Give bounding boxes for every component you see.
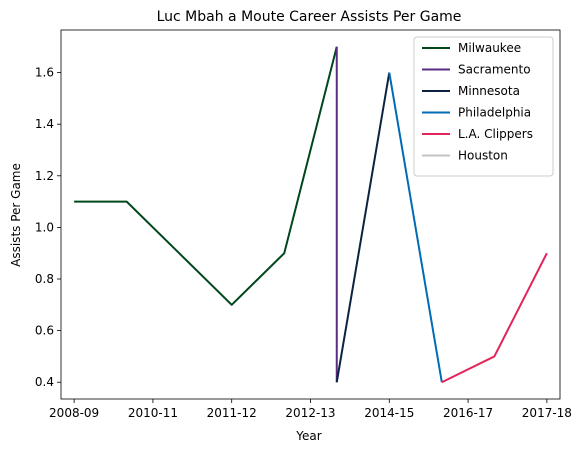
legend-label-3: Philadelphia (458, 106, 531, 120)
x-tick-label: 2016-17 (443, 406, 493, 420)
series-line-0 (74, 47, 337, 305)
y-tick-label: 0.8 (35, 272, 54, 286)
y-tick-label: 0.4 (35, 375, 54, 389)
x-tick-label: 2011-12 (207, 406, 257, 420)
y-tick-label: 1.2 (35, 169, 54, 183)
y-tick-label: 1.0 (35, 220, 54, 234)
legend: Milwaukee Sacramento Minnesota Philadelphia… (414, 37, 553, 176)
x-axis: 2008-09 2010-11 2011-12 2012-13 2014-15 2016-… (49, 399, 572, 420)
y-tick-label: 1.6 (35, 66, 54, 80)
y-tick-label: 0.6 (35, 324, 54, 338)
legend-label-2: Minnesota (458, 84, 520, 98)
series-line-4 (442, 253, 547, 382)
x-axis-title: Year (295, 429, 321, 443)
legend-label-5: Houston (458, 149, 508, 163)
x-tick-label: 2014-15 (364, 406, 414, 420)
x-tick-label: 2017-18 (522, 406, 572, 420)
x-tick-label: 2008-09 (49, 406, 99, 420)
series-line-2 (337, 73, 390, 383)
legend-label-0: Milwaukee (458, 41, 521, 55)
x-tick-label: 2010-11 (128, 406, 178, 420)
legend-label-1: Sacramento (458, 63, 531, 77)
y-axis: 0.4 0.6 0.8 1.0 1.2 1.4 1.6 (35, 66, 61, 390)
y-axis-title: Assists Per Game (9, 163, 23, 267)
x-tick-label: 2012-13 (285, 406, 335, 420)
legend-label-4: L.A. Clippers (458, 127, 533, 141)
y-tick-label: 1.4 (35, 117, 54, 131)
chart-title: Luc Mbah a Moute Career Assists Per Game (157, 9, 462, 25)
